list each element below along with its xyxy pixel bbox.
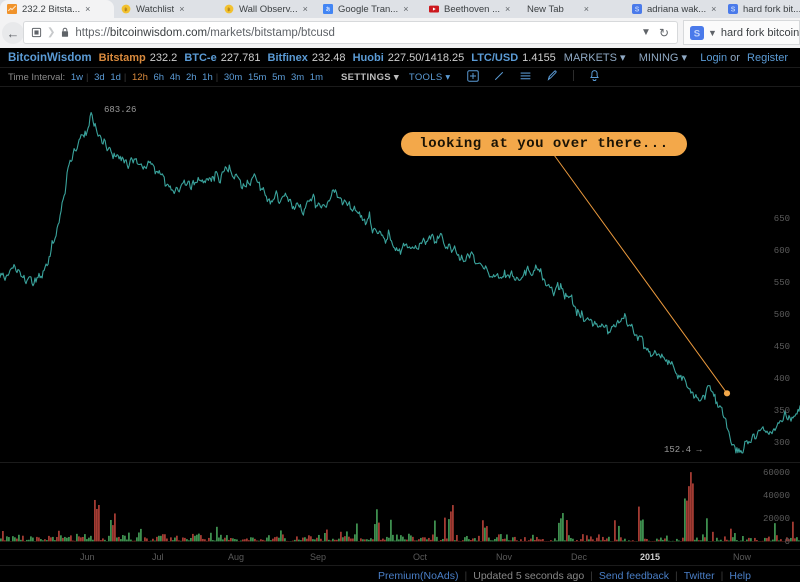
svg-text:S: S: [694, 28, 701, 39]
svg-text:฿: ฿: [124, 7, 127, 13]
svg-text:S: S: [731, 7, 736, 14]
svg-text:S: S: [635, 7, 640, 14]
svg-text:あ: あ: [325, 7, 330, 13]
svg-text:฿: ฿: [227, 7, 230, 13]
